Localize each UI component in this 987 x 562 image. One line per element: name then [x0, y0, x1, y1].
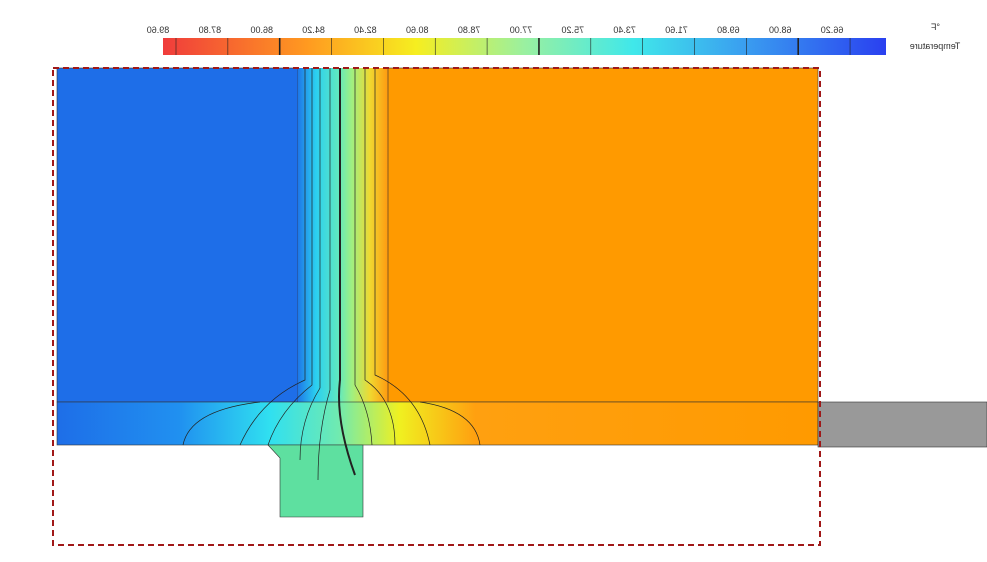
legend-title: Temperature: [910, 41, 961, 51]
colorbar: [163, 38, 886, 55]
colorbar-label: 73.40: [613, 25, 636, 35]
colorbar-label: 78.80: [458, 25, 481, 35]
colorbar-label: 77.00: [510, 25, 533, 35]
footing: [267, 444, 364, 518]
cold-region: [56, 67, 299, 403]
wall-gradient: [298, 68, 388, 402]
colorbar-label: 66.20: [821, 25, 844, 35]
colorbar-label: 87.80: [199, 25, 222, 35]
gray-slab: [817, 401, 987, 448]
colorbar-label: 68.00: [769, 25, 792, 35]
colorbar-label: 69.80: [717, 25, 740, 35]
legend-unit: °F: [930, 22, 940, 32]
colorbar-label: 80.60: [406, 25, 429, 35]
slab: [56, 401, 819, 446]
colorbar-label: 82.40: [354, 25, 377, 35]
colorbar-label: 89.60: [147, 25, 170, 35]
colorbar-label: 75.20: [562, 25, 585, 35]
colorbar-label: 86.00: [250, 25, 273, 35]
warm-region: [387, 67, 819, 403]
contours: [182, 68, 481, 481]
colorbar-label: 84.20: [302, 25, 325, 35]
colorbar-label: 71.60: [665, 25, 688, 35]
selection-box: [52, 67, 821, 546]
